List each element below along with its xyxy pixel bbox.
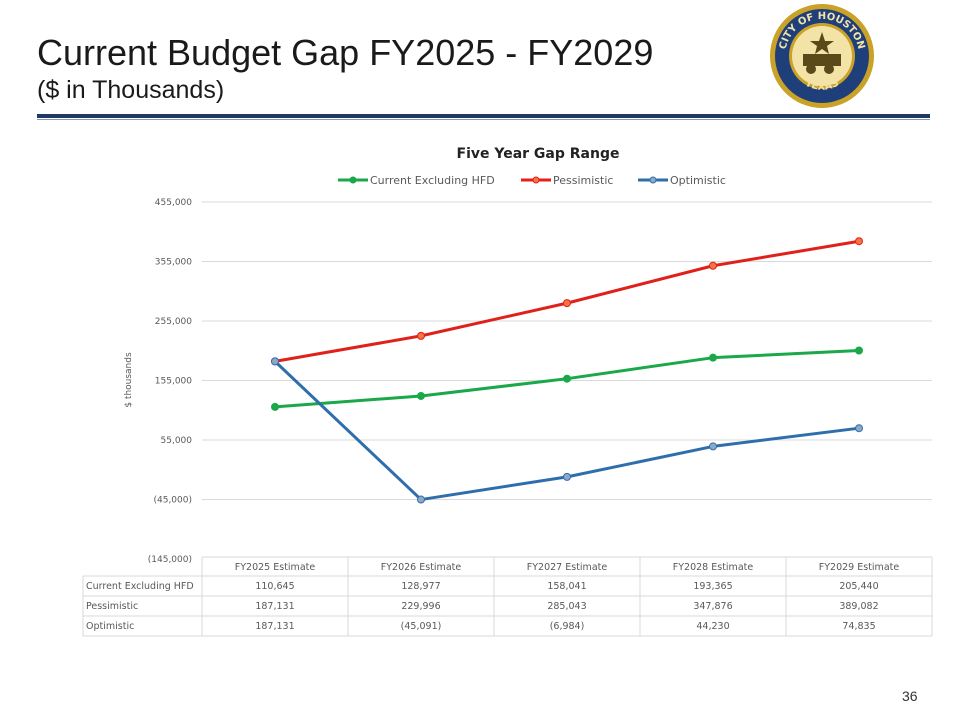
city-seal-logo: CITY OF HOUSTON TEXAS: [770, 4, 874, 108]
legend-label: Optimistic: [670, 174, 726, 187]
data-point: [417, 331, 425, 340]
y-tick-label: 355,000: [155, 258, 192, 268]
data-point: [563, 374, 571, 383]
legend-marker: [349, 176, 357, 184]
table-cell: 128,977: [401, 581, 440, 592]
seal-text-bottom: TEXAS: [803, 78, 840, 93]
legend-label: Pessimistic: [553, 174, 613, 187]
title-divider: [37, 114, 930, 118]
table-cell: 44,230: [696, 621, 729, 632]
x-tick-label: FY2029 Estimate: [819, 562, 900, 573]
table-cell: (45,091): [401, 621, 442, 632]
data-point: [855, 346, 863, 355]
table-cell: 229,996: [401, 601, 440, 612]
data-point: [417, 495, 425, 504]
x-tick-label: FY2025 Estimate: [235, 562, 316, 573]
slide-title: Current Budget Gap FY2025 - FY2029: [37, 32, 654, 73]
svg-text:TEXAS: TEXAS: [803, 78, 840, 93]
y-tick-label: 55,000: [161, 436, 193, 446]
table-cell: 110,645: [255, 581, 294, 592]
legend-marker: [532, 176, 540, 184]
legend: Current Excluding HFD Pessimistic Optimist…: [338, 174, 726, 187]
legend-marker: [649, 176, 657, 184]
y-axis: 455,000 355,000 255,000 155,000 55,000 (45,00…: [148, 198, 193, 565]
data-point: [709, 442, 717, 451]
data-point: [709, 353, 717, 362]
data-point: [563, 472, 571, 481]
table-row-label: Pessimistic: [86, 601, 138, 612]
data-point: [417, 391, 425, 400]
gridlines: [202, 201, 932, 500]
data-point: [855, 237, 863, 246]
chart-title: Five Year Gap Range: [457, 146, 620, 162]
table-cell: 193,365: [693, 581, 732, 592]
table-row-label: Optimistic: [86, 621, 134, 632]
data-point: [271, 357, 279, 366]
series-lines: [271, 237, 863, 504]
table-row-label: Current Excluding HFD: [86, 581, 194, 592]
y-axis-label: $ thousands: [124, 352, 134, 408]
table-cell: (6,984): [550, 621, 585, 632]
data-point: [563, 299, 571, 308]
table-cell: 205,440: [839, 581, 878, 592]
y-tick-label: 455,000: [155, 198, 192, 208]
table-cell: 285,043: [547, 601, 586, 612]
x-tick-label: FY2026 Estimate: [381, 562, 462, 573]
table-cell: 347,876: [693, 601, 732, 612]
x-tick-label: FY2028 Estimate: [673, 562, 754, 573]
data-point: [271, 402, 279, 411]
data-point: [709, 261, 717, 270]
data-table: FY2025 Estimate FY2026 Estimate FY2027 Est…: [82, 556, 933, 637]
y-tick-label: 155,000: [155, 377, 192, 387]
slide-subtitle: ($ in Thousands): [37, 76, 225, 104]
y-tick-label: (45,000): [153, 496, 192, 506]
x-tick-label: FY2027 Estimate: [527, 562, 608, 573]
y-tick-label: 255,000: [155, 317, 192, 327]
y-tick-label: (145,000): [148, 555, 192, 565]
title-divider-thin: [37, 119, 930, 120]
page-number: 36: [902, 688, 918, 704]
data-point: [855, 424, 863, 433]
legend-label: Current Excluding HFD: [370, 174, 495, 187]
table-cell: 187,131: [255, 601, 294, 612]
table-cell: 187,131: [255, 621, 294, 632]
table-cell: 389,082: [839, 601, 878, 612]
table-cell: 158,041: [547, 581, 586, 592]
table-cell: 74,835: [842, 621, 875, 632]
